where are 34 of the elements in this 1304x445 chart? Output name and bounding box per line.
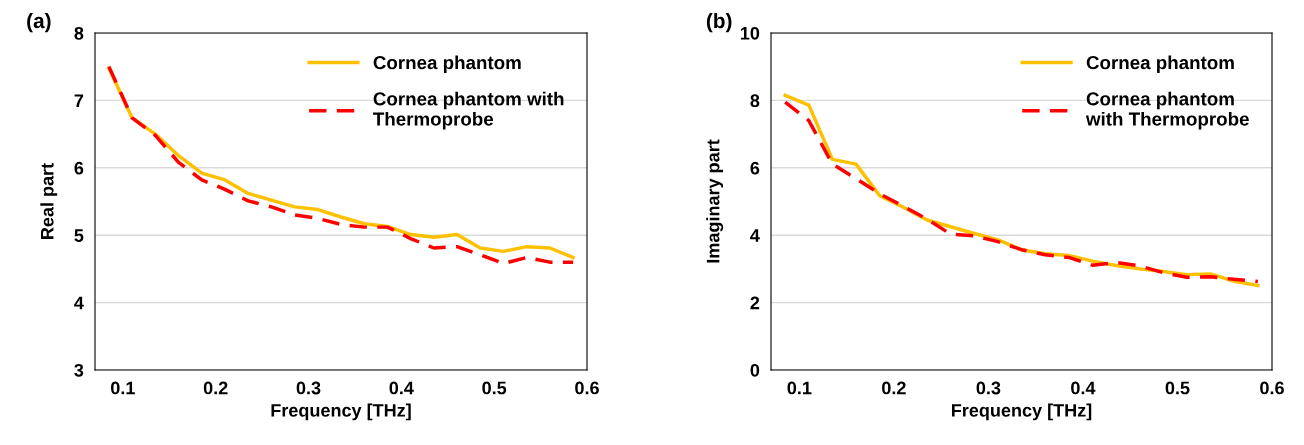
chart-title: (a) xyxy=(27,12,51,33)
x-tick-label: 0.4 xyxy=(389,381,414,395)
y-tick-label: 4 xyxy=(74,296,84,310)
y-tick-label: 4 xyxy=(750,229,760,242)
y-tick-label: 3 xyxy=(74,363,84,377)
y-axis-title: Real part xyxy=(40,163,58,239)
x-tick-label: 0.1 xyxy=(787,381,812,395)
x-tick-label: 0.1 xyxy=(111,381,135,395)
y-tick-label: 7 xyxy=(74,94,84,107)
legend-label: Cornea phantom with Thermoprobe xyxy=(373,91,564,130)
y-tick-label: 6 xyxy=(750,161,760,175)
x-axis-title: Frequency [THz] xyxy=(951,403,1092,421)
x-tick-label: 0.3 xyxy=(296,381,321,395)
x-tick-label: 0.3 xyxy=(976,381,1001,395)
x-tick-label: 0.6 xyxy=(1260,381,1284,395)
legend-label: Cornea phantom xyxy=(373,55,521,73)
y-axis-title: Imaginary part xyxy=(706,139,724,263)
x-tick-label: 0.5 xyxy=(482,381,507,395)
x-tick-label: 0.4 xyxy=(1071,381,1096,395)
x-tick-label: 0.2 xyxy=(203,381,228,395)
y-tick-label: 10 xyxy=(740,26,760,40)
x-tick-label: 0.5 xyxy=(1165,381,1190,395)
legend-label: Cornea phantom with Thermoprobe xyxy=(1085,91,1249,130)
x-tick-label: 0.6 xyxy=(575,381,599,395)
y-tick-label: 8 xyxy=(750,94,760,108)
x-tick-label: 0.2 xyxy=(882,381,906,395)
y-tick-label: 6 xyxy=(74,161,84,175)
legend-label: Cornea phantom xyxy=(1086,55,1234,73)
y-tick-label: 8 xyxy=(74,26,84,40)
chart-title: (b) xyxy=(706,12,732,33)
y-tick-label: 0 xyxy=(750,363,760,377)
y-tick-label: 2 xyxy=(750,296,760,310)
x-axis-title: Frequency [THz] xyxy=(271,403,411,421)
y-tick-label: 5 xyxy=(74,229,84,242)
